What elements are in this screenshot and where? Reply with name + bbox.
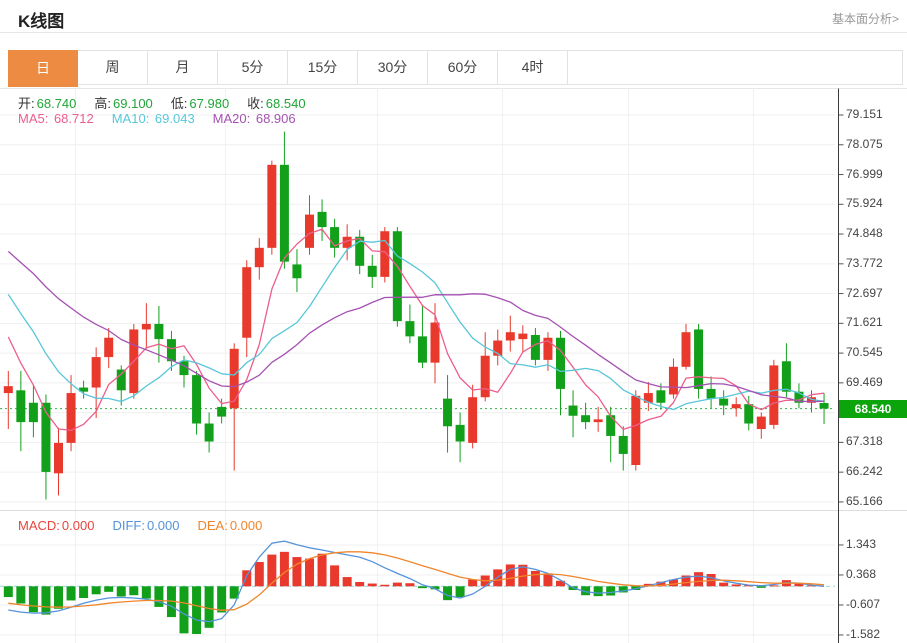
y-axis-label: 75.924 [846, 196, 883, 211]
tab-day[interactable]: 日 [8, 50, 78, 87]
tab-month[interactable]: 月 [148, 51, 218, 84]
y-axis-label: 72.697 [846, 285, 883, 300]
y-axis-label: 78.075 [846, 136, 883, 151]
y-axis-label: 73.772 [846, 255, 883, 270]
current-price-badge: 68.540 [839, 399, 907, 418]
macd-legend-diff: DIFF: 0.000 [112, 518, 180, 533]
period-tab-bar: 日周月 5分 15分 30分 60分 4时 [8, 50, 903, 87]
ma-legend: MA5: 68.712 MA10: 69.043 MA20: 68.906 [18, 111, 314, 126]
ma-legend-ma20: MA20: 68.906 [212, 111, 296, 126]
y-axis-label: 79.151 [846, 107, 883, 121]
y-axis-label: 67.318 [846, 434, 883, 449]
tab-15min[interactable]: 15分 [288, 51, 358, 84]
tab-week[interactable]: 周 [78, 51, 148, 84]
y-axis-label: 70.545 [846, 345, 883, 360]
chart-area: 开: 68.740 高: 69.100 低: 67.980 收: 68.540 MA5: 68… [0, 85, 907, 643]
module-header: K线图 基本面分析> [0, 0, 907, 33]
macd-legend: MACD: 0.000 DIFF: 0.000 DEA: 0.000 [18, 518, 280, 533]
kline-chart-canvas[interactable] [0, 85, 907, 643]
y-axis-label: 1.343 [846, 536, 877, 551]
y-axis-label: -0.607 [846, 596, 881, 611]
y-axis-label: 69.469 [846, 374, 883, 389]
ma-legend-ma5: MA5: 68.712 [18, 111, 94, 126]
fundamental-analysis-link[interactable]: 基本面分析> [831, 12, 899, 26]
ma-legend-ma10: MA10: 69.043 [111, 111, 195, 126]
ohlc-low: 低: 67.980 [170, 96, 230, 111]
tab-4hour[interactable]: 4时 [498, 51, 568, 84]
macd-legend-macd: MACD: 0.000 [18, 518, 95, 533]
y-axis-label: 74.848 [846, 226, 883, 241]
y-axis-label: 71.621 [846, 315, 883, 330]
ohlc-open: 开: 68.740 [18, 96, 77, 111]
ohlc-legend: 开: 68.740 高: 69.100 低: 67.980 收: 68.540 [18, 93, 324, 112]
tab-60min[interactable]: 60分 [428, 51, 498, 84]
y-axis-label: 76.999 [846, 166, 883, 181]
tab-30min[interactable]: 30分 [358, 51, 428, 84]
page-title: K线图 [18, 12, 65, 31]
y-axis-label: 65.166 [846, 493, 883, 508]
ohlc-close: 收: 68.540 [247, 96, 306, 111]
y-axis-label: -1.582 [846, 626, 881, 641]
y-axis-label: 66.242 [846, 464, 883, 479]
y-axis-label: 0.368 [846, 566, 877, 581]
tab-5min[interactable]: 5分 [218, 51, 288, 84]
macd-legend-dea: DEA: 0.000 [197, 518, 263, 533]
ohlc-high: 高: 69.100 [94, 96, 153, 111]
